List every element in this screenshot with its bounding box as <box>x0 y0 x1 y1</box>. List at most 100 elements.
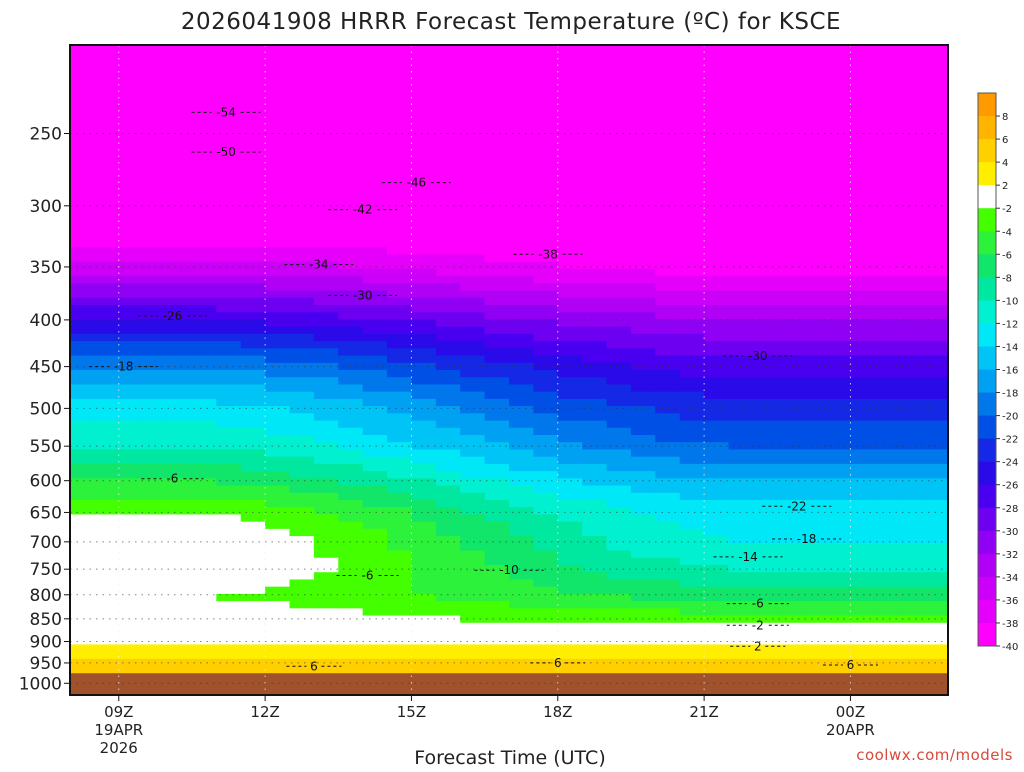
field-cell <box>899 442 925 451</box>
field-cell <box>216 391 242 400</box>
field-cell <box>923 572 949 581</box>
field-cell <box>728 59 754 68</box>
field-cell <box>582 579 608 588</box>
field-cell <box>826 492 852 501</box>
field-cell <box>509 449 534 458</box>
field-cell <box>509 355 534 364</box>
field-cell <box>899 290 925 299</box>
field-cell <box>752 124 778 133</box>
field-cell <box>923 124 949 133</box>
field-cell <box>874 45 900 53</box>
field-cell <box>118 615 144 624</box>
field-cell <box>509 377 534 386</box>
field-cell <box>289 283 315 292</box>
field-cell <box>240 355 266 364</box>
field-cell <box>240 456 266 465</box>
field-cell <box>509 341 534 349</box>
field-cell <box>874 601 900 609</box>
y-tick-label: 400 <box>30 311 62 331</box>
field-cell <box>70 370 95 378</box>
field-cell <box>240 622 266 631</box>
field-cell <box>704 550 730 559</box>
field-cell <box>704 276 730 284</box>
field-cell <box>923 543 949 552</box>
field-cell <box>923 95 949 104</box>
field-cell <box>655 651 681 660</box>
field-cell <box>777 102 803 111</box>
field-cell <box>826 341 852 349</box>
field-cell <box>606 442 632 451</box>
field-cell <box>167 406 193 414</box>
field-cell <box>679 196 705 205</box>
field-cell <box>874 124 900 133</box>
field-cell <box>143 593 169 602</box>
field-cell <box>191 276 217 284</box>
field-cell <box>338 384 364 393</box>
field-cell <box>874 362 900 371</box>
field-cell <box>313 211 339 219</box>
field-cell <box>704 463 730 472</box>
field-cell <box>313 95 339 104</box>
field-cell <box>874 225 900 234</box>
field-cell <box>923 81 949 89</box>
field-cell <box>826 73 852 82</box>
field-cell <box>679 153 705 162</box>
field-cell <box>265 362 291 371</box>
field-cell <box>728 528 754 537</box>
field-cell <box>630 211 656 219</box>
field-cell <box>387 305 413 313</box>
field-cell <box>679 391 705 400</box>
field-cell <box>606 391 632 400</box>
field-cell <box>484 622 510 631</box>
field-cell <box>118 514 144 523</box>
field-cell <box>460 203 486 212</box>
field-cell <box>899 630 925 638</box>
field-cell <box>143 435 169 443</box>
field-cell <box>118 471 144 479</box>
y-tick-label: 450 <box>30 358 62 378</box>
field-cell <box>655 492 681 501</box>
field-cell <box>850 225 876 234</box>
field-cell <box>362 283 388 292</box>
field-cell <box>313 593 339 602</box>
field-cell <box>777 117 803 126</box>
field-cell <box>801 290 827 299</box>
field-cell <box>704 398 730 407</box>
field-cell <box>582 666 608 674</box>
field-cell <box>850 543 876 552</box>
field-cell <box>313 124 339 133</box>
field-cell <box>289 66 315 75</box>
field-cell <box>874 500 900 508</box>
y-tick-label: 350 <box>30 258 62 278</box>
field-cell <box>509 630 534 638</box>
field-cell <box>801 88 827 97</box>
field-cell <box>923 593 949 602</box>
field-cell <box>704 268 730 277</box>
contour-label: -46 <box>407 176 427 190</box>
field-cell <box>679 666 705 674</box>
field-cell <box>387 601 413 609</box>
field-cell <box>265 268 291 277</box>
field-cell <box>265 615 291 624</box>
field-cell <box>167 88 193 97</box>
field-cell <box>606 153 632 162</box>
colorbar-label: -14 <box>1002 342 1018 353</box>
field-cell <box>606 485 632 494</box>
field-cell <box>240 644 266 653</box>
field-cell <box>240 326 266 335</box>
colorbar-label: -12 <box>1002 319 1018 330</box>
field-cell <box>460 413 486 422</box>
field-cell <box>899 413 925 422</box>
field-cell <box>899 268 925 277</box>
field-cell <box>70 153 95 162</box>
colorbar-label: -32 <box>1002 550 1018 561</box>
field-cell <box>313 601 339 609</box>
field-cell <box>70 442 95 451</box>
field-cell <box>289 427 315 436</box>
field-cell <box>509 138 534 147</box>
field-cell <box>216 608 242 617</box>
field-cell <box>557 420 583 429</box>
field-cell <box>460 225 486 234</box>
field-cell <box>923 521 949 530</box>
field-cell <box>411 579 437 588</box>
